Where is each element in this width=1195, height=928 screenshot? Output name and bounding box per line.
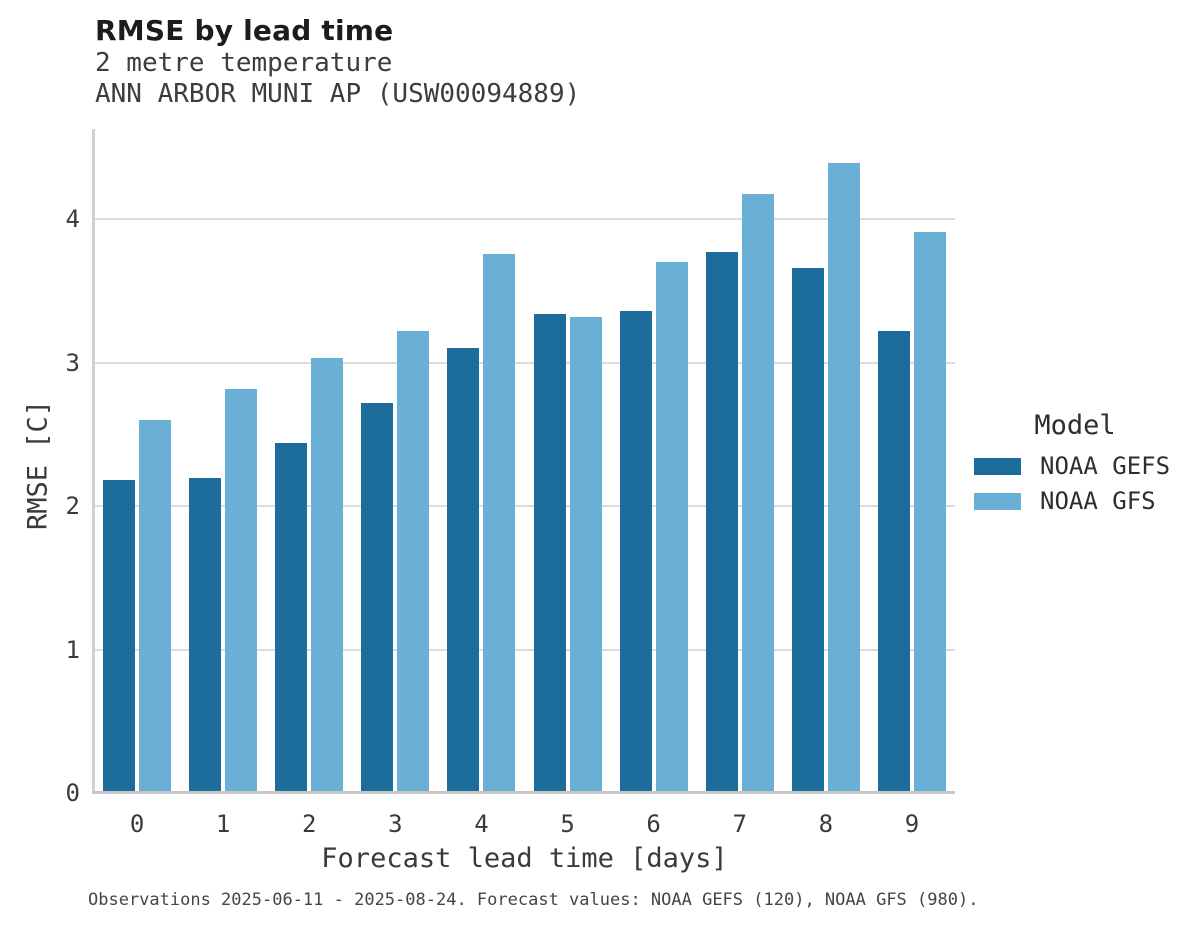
x-tick-label-5: 5 [560, 810, 575, 838]
legend: Model NOAA GEFS NOAA GFS [972, 410, 1178, 524]
bar-noaa-gefs-lead-2 [275, 443, 308, 793]
legend-entry-noaa-gefs: NOAA GEFS [972, 452, 1178, 480]
bar-noaa-gfs-lead-9 [913, 232, 946, 793]
x-tick-label-6: 6 [646, 810, 661, 838]
bar-noaa-gefs-lead-4 [447, 348, 480, 793]
x-axis-spine [92, 791, 955, 794]
bar-noaa-gfs-lead-8 [827, 163, 860, 793]
bar-noaa-gfs-lead-4 [483, 253, 516, 793]
legend-label: NOAA GFS [1040, 487, 1156, 515]
x-tick-label-0: 0 [129, 810, 145, 838]
bar-noaa-gefs-lead-5 [533, 314, 566, 793]
chart-station-subtitle: ANN ARBOR MUNI AP (USW00094889) [95, 79, 581, 109]
legend-swatch-icon [974, 457, 1021, 475]
legend-label: NOAA GEFS [1040, 452, 1171, 480]
gridline-y-4 [94, 218, 955, 221]
y-axis-title: RMSE [C] [22, 399, 54, 531]
bar-noaa-gefs-lead-9 [877, 331, 910, 793]
x-tick-label-8: 8 [818, 810, 834, 838]
x-axis-title: Forecast lead time [days] [321, 843, 728, 874]
bar-noaa-gfs-lead-0 [139, 420, 172, 793]
gridline-y-3 [94, 361, 955, 364]
x-tick-label-4: 4 [474, 810, 489, 838]
plot-area [92, 129, 955, 794]
x-tick-label-2: 2 [302, 810, 317, 838]
bar-noaa-gefs-lead-1 [189, 477, 222, 793]
legend-title: Model [1034, 410, 1116, 441]
bar-noaa-gfs-lead-3 [397, 331, 430, 793]
chart-header: RMSE by lead time 2 metre temperature AN… [95, 14, 580, 110]
bar-noaa-gefs-lead-3 [361, 402, 394, 793]
legend-swatch-icon [974, 492, 1021, 510]
bar-noaa-gefs-lead-7 [705, 252, 738, 793]
legend-entry-noaa-gfs: NOAA GFS [972, 487, 1178, 515]
y-axis-tick-labels: 0 1 2 3 4 [36, 129, 80, 805]
bar-noaa-gefs-lead-8 [791, 268, 824, 793]
y-axis-spine [92, 129, 95, 793]
chart-subtitle: 2 metre temperature [95, 48, 393, 78]
bar-noaa-gfs-lead-2 [311, 358, 344, 793]
chart-title: RMSE by lead time [95, 14, 394, 47]
bar-noaa-gfs-lead-5 [569, 316, 602, 793]
x-axis-tick-labels: 0 1 2 3 4 5 6 7 8 9 [94, 811, 955, 841]
y-tick-label-3: 3 [65, 348, 80, 377]
bar-noaa-gfs-lead-6 [655, 262, 688, 793]
x-tick-label-9: 9 [904, 810, 920, 838]
gridline-y-1 [94, 648, 955, 651]
y-tick-label-1: 1 [65, 635, 80, 664]
x-tick-label-3: 3 [388, 810, 403, 838]
bar-noaa-gfs-lead-7 [741, 193, 774, 793]
y-tick-label-4: 4 [65, 205, 80, 234]
gridline-y-2 [94, 505, 955, 508]
y-tick-label-0: 0 [65, 779, 80, 807]
bar-noaa-gefs-lead-6 [619, 311, 652, 793]
bar-noaa-gefs-lead-0 [103, 480, 136, 793]
x-tick-label-7: 7 [732, 810, 747, 838]
bar-noaa-gfs-lead-1 [225, 388, 258, 793]
x-tick-label-1: 1 [215, 810, 231, 838]
legend-rows: NOAA GEFS NOAA GFS [972, 452, 1178, 515]
footnote: Observations 2025-06-11 - 2025-08-24. Fo… [88, 890, 979, 910]
y-tick-label-2: 2 [65, 492, 80, 521]
